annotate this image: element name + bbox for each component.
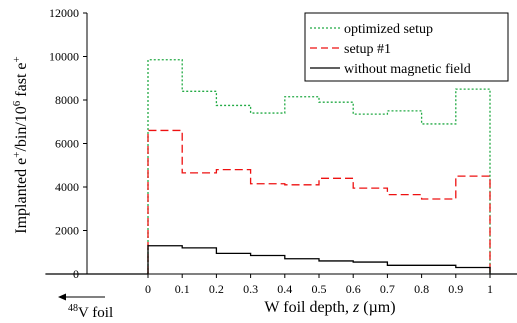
x-tick-label: 0.6 xyxy=(346,282,361,296)
x-tick-label: 0.9 xyxy=(448,282,463,296)
legend-label-setup-1: setup #1 xyxy=(344,42,391,57)
x-tick-label: 1 xyxy=(487,282,493,296)
x-axis-ticks: 0 0.1 0.2 0.3 0.4 0.5 0.6 0.7 0.8 0.9 1 xyxy=(145,274,493,296)
legend-label-optimized-setup: optimized setup xyxy=(344,22,433,37)
legend-item-optimized-setup: optimized setup xyxy=(310,22,433,37)
series-layer xyxy=(45,59,517,275)
x-tick-label: 0.8 xyxy=(414,282,429,296)
x-tick-label: 0.5 xyxy=(312,282,327,296)
legend: optimized setup setup #1 without magneti… xyxy=(304,12,509,82)
series-line-optimized-setup xyxy=(147,59,491,274)
x-axis-title: W foil depth, z (µm) xyxy=(264,299,395,316)
x-tick-label: 0 xyxy=(145,282,151,296)
legend-item-setup-1: setup #1 xyxy=(310,42,391,57)
y-tick-label: 12000 xyxy=(49,6,79,20)
y-tick-label: 4000 xyxy=(55,180,79,194)
y-axis-title: Implanted e+/bin/106 fast e+ xyxy=(11,56,30,233)
x-tick-label: 0.1 xyxy=(175,282,190,296)
x-tick-label: 0.4 xyxy=(277,282,292,296)
y-tick-label: 8000 xyxy=(55,93,79,107)
y-tick-label: 10000 xyxy=(49,50,79,64)
legend-item-without-magnetic-field: without magnetic field xyxy=(310,62,471,77)
x-tick-label: 0.2 xyxy=(209,282,224,296)
foil-annotation: 48V foil xyxy=(58,293,113,321)
left-arrow-head-icon xyxy=(58,293,66,301)
foil-label: 48V foil xyxy=(68,303,113,321)
series-line-setup-1 xyxy=(147,129,491,274)
legend-box xyxy=(304,12,509,82)
y-tick-label: 2000 xyxy=(55,224,79,238)
series-line-without-magnetic-field xyxy=(147,245,491,274)
x-tick-label: 0.3 xyxy=(243,282,258,296)
x-tick-label: 0.7 xyxy=(380,282,395,296)
legend-label-without-magnetic-field: without magnetic field xyxy=(344,62,471,77)
y-tick-label: 6000 xyxy=(55,137,79,151)
